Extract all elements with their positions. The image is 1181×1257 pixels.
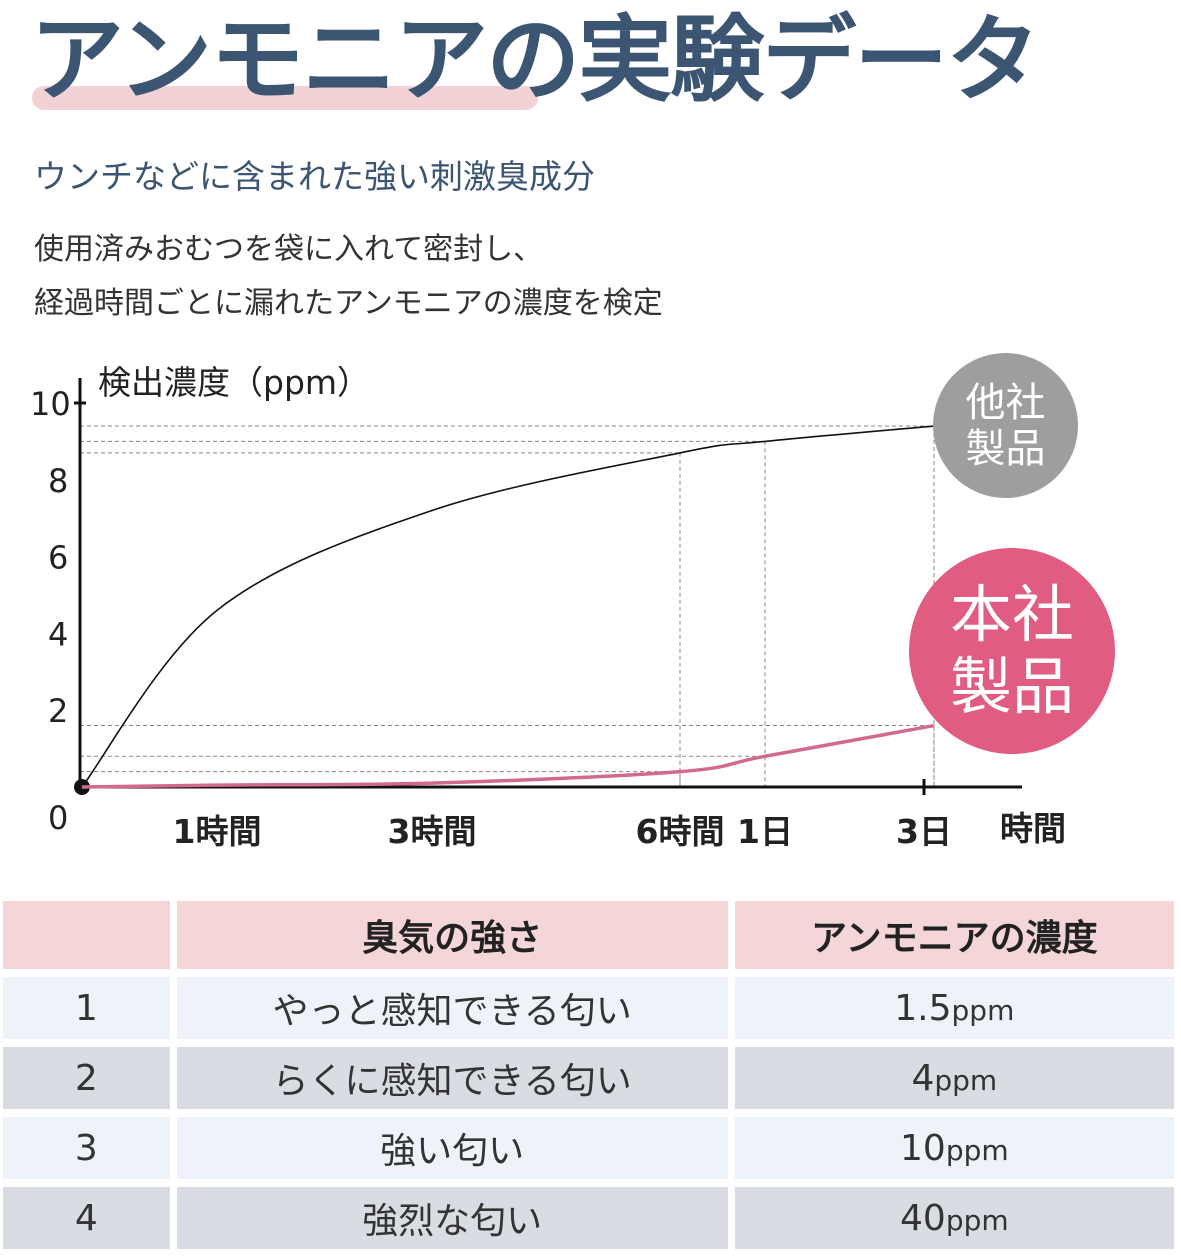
y-tick-label: 6 — [48, 539, 68, 577]
table-row: 2 らくに感知できる匂い 4ppm — [3, 1047, 1174, 1109]
y-tick-label: 0 — [48, 799, 68, 837]
y-tick-label: 4 — [48, 615, 68, 653]
other-badge-line-2: 製品 — [965, 425, 1046, 472]
x-tick-label: 6時間 — [636, 812, 725, 851]
series-line-our-product — [81, 723, 935, 789]
cell-concentration: 4ppm — [734, 1047, 1174, 1109]
cell-concentration: 1.5ppm — [734, 977, 1174, 1039]
series-layer — [81, 425, 935, 789]
table-row: 4 強烈な匂い 40ppm — [3, 1187, 1174, 1249]
cell-value: 10 — [900, 1127, 946, 1169]
other-product-badge: 他社 製品 — [933, 353, 1078, 498]
tick-labels: 0 2 4 6 8 10 1時間 3時間 6時間 1日 3日 — [30, 385, 952, 851]
description-line-2: 経過時間ごとに漏れたアンモニアの濃度を検定 — [34, 286, 663, 321]
cell-unit: ppm — [934, 1063, 998, 1097]
cell-unit: ppm — [951, 993, 1015, 1027]
x-tick-label: 1日 — [737, 812, 793, 851]
cell-odor: 強い匂い — [176, 1117, 728, 1179]
title-highlight — [32, 86, 538, 110]
y-tick-label: 2 — [48, 692, 68, 730]
ammonia-chart: 0 2 4 6 8 10 1時間 3時間 6時間 1日 3日 検出濃度（ppm） 時間 — [30, 363, 1066, 851]
cell-unit: ppm — [945, 1203, 1009, 1237]
cell-level: 2 — [3, 1047, 170, 1109]
axes — [74, 378, 1022, 795]
our-badge-line-2: 製品 — [949, 650, 1074, 723]
cell-odor: らくに感知できる匂い — [176, 1047, 728, 1109]
table-row: 1 やっと感知できる匂い 1.5ppm — [3, 977, 1174, 1039]
header-level — [3, 901, 170, 969]
guide-lines — [80, 425, 935, 787]
cell-odor: やっと感知できる匂い — [176, 977, 728, 1039]
cell-value: 1.5 — [894, 987, 952, 1029]
cell-odor: 強烈な匂い — [176, 1187, 728, 1249]
header-odor: 臭気の強さ — [176, 901, 728, 969]
table-row: 3 強い匂い 10ppm — [3, 1117, 1174, 1179]
x-axis-label: 時間 — [1000, 809, 1066, 848]
subtitle: ウンチなどに含まれた強い刺激臭成分 — [34, 157, 595, 196]
cell-concentration: 40ppm — [734, 1187, 1174, 1249]
cell-level: 4 — [3, 1187, 170, 1249]
y-axis-label: 検出濃度（ppm） — [98, 363, 370, 402]
series-line-other-product — [81, 425, 935, 788]
cell-concentration: 10ppm — [734, 1117, 1174, 1179]
y-tick-label: 10 — [30, 385, 71, 423]
table-header-row: 臭気の強さ アンモニアの濃度 — [3, 901, 1174, 969]
cell-level: 1 — [3, 977, 170, 1039]
our-product-badge: 本社 製品 — [909, 548, 1115, 754]
cell-value: 40 — [900, 1197, 946, 1239]
other-badge-line-1: 他社 — [965, 379, 1046, 426]
cell-value: 4 — [911, 1057, 935, 1099]
y-tick-label: 8 — [48, 462, 68, 500]
cell-level: 3 — [3, 1117, 170, 1179]
description-line-1: 使用済みおむつを袋に入れて密封し、 — [34, 232, 544, 267]
our-badge-line-1: 本社 — [949, 578, 1074, 651]
x-tick-label: 3日 — [896, 812, 952, 851]
x-tick-label: 1時間 — [173, 812, 262, 851]
title-area: アンモニアの実験データ — [0, 0, 1181, 130]
odor-table: 臭気の強さ アンモニアの濃度 1 やっと感知できる匂い 1.5ppm 2 らくに… — [0, 893, 1181, 1257]
page-title: アンモニアの実験データ — [30, 6, 1040, 115]
header-concentration: アンモニアの濃度 — [734, 901, 1174, 969]
cell-unit: ppm — [945, 1133, 1009, 1167]
x-tick-label: 3時間 — [388, 812, 477, 851]
